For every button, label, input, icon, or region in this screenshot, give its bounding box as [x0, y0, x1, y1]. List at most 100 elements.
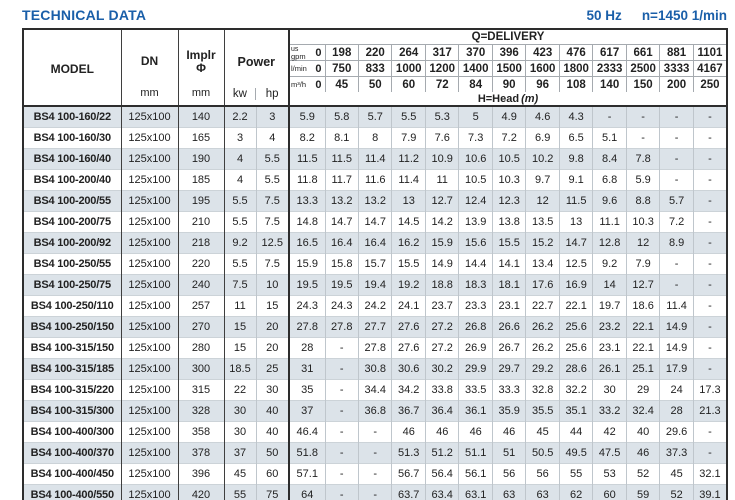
head-cell: 56 [525, 463, 560, 485]
head-cell: 63.4 [425, 484, 460, 500]
head-cell: 52 [659, 484, 694, 500]
impeller-diameter-symbol: Φ [196, 60, 206, 75]
head-cell: 13.8 [492, 211, 527, 233]
unit-zero-value: 0 [315, 78, 322, 91]
head-cell: 14.2 [425, 211, 460, 233]
page-title: TECHNICAL DATA [22, 7, 147, 23]
head-cell: 64 [289, 484, 326, 500]
head-cell: - [325, 421, 360, 443]
head-cell: 23.2 [592, 316, 627, 338]
hp-cell: 40 [256, 421, 291, 443]
head-cell: 19.4 [358, 274, 393, 296]
delivery-unit-label-cell: m³/h 0 [289, 76, 326, 92]
head-cell: 19.5 [325, 274, 360, 296]
head-cell: 8.9 [659, 232, 694, 254]
head-cell: - [626, 105, 661, 128]
table-row: BS4 100-315/220 125x100 315 22 30 35-34.4 34.2… [23, 379, 727, 401]
head-cell: 63 [492, 484, 527, 500]
delivery-value: 198 [325, 44, 360, 61]
kw-cell: 55 [224, 484, 257, 500]
head-cell: 13 [391, 190, 426, 212]
head-cell: 10.3 [626, 211, 661, 233]
impeller-cell: 140 [178, 105, 225, 128]
head-cell: 51.2 [425, 442, 460, 464]
kw-cell: 5.5 [224, 253, 257, 275]
head-cell: - [693, 148, 727, 170]
head-cell: 13.2 [358, 190, 393, 212]
head-cell: 27.6 [391, 337, 426, 359]
head-cell: - [325, 379, 360, 401]
impeller-cell: 218 [178, 232, 225, 254]
hp-cell: 5.5 [256, 169, 291, 191]
operating-conditions: 50 Hz n=1450 1/min [587, 8, 727, 23]
dn-cell: 125x100 [121, 211, 179, 233]
head-cell: 26.9 [458, 337, 493, 359]
head-cell: 12.3 [492, 190, 527, 212]
delivery-value: 1101 [693, 44, 727, 61]
model-cell: BS4 100-400/450 [23, 463, 122, 485]
head-cell: 26.2 [525, 337, 560, 359]
model-cell: BS4 100-250/110 [23, 295, 122, 317]
hp-cell: 60 [256, 463, 291, 485]
head-cell: 63 [525, 484, 560, 500]
table-header: MODEL DN mm Implr Φ mm Powe [23, 29, 727, 107]
head-cell: 12.7 [425, 190, 460, 212]
power-units: kw hp [225, 88, 289, 103]
hp-cell: 20 [256, 337, 291, 359]
head-cell: - [693, 105, 727, 128]
head-cell: - [659, 253, 694, 275]
head-cell: 33.8 [425, 379, 460, 401]
head-cell: 10.6 [458, 148, 493, 170]
table-row: BS4 100-250/150 125x100 270 15 20 27.8 27.8 27.… [23, 316, 727, 338]
head-cell: 22.7 [525, 295, 560, 317]
impeller-header-label: Implr [186, 47, 216, 62]
head-cell: 32.1 [693, 463, 727, 485]
head-cell: 33.3 [492, 379, 527, 401]
dn-cell: 125x100 [121, 442, 179, 464]
head-cell: 7.2 [492, 127, 527, 149]
head-cell: 11.4 [358, 148, 393, 170]
head-cell: 51.3 [391, 442, 426, 464]
head-cell: 13.9 [458, 211, 493, 233]
head-cell: 5.9 [626, 169, 661, 191]
head-cell: 27.6 [391, 316, 426, 338]
delivery-unit-label-cell: l/min 0 [289, 60, 326, 77]
head-cell: - [693, 211, 727, 233]
hp-cell: 7.5 [256, 211, 291, 233]
kw-cell: 22 [224, 379, 257, 401]
head-cell: 13.5 [525, 211, 560, 233]
hp-cell: 15 [256, 295, 291, 317]
head-cell: 30 [592, 379, 627, 401]
head-cell: 29.2 [525, 358, 560, 380]
head-cell: 10.2 [525, 148, 560, 170]
table-row: BS4 100-200/55 125x100 195 5.5 7.5 13.3 13.2 13… [23, 190, 727, 212]
head-cell: 30.6 [391, 358, 426, 380]
head-cell: 56 [492, 463, 527, 485]
model-cell: BS4 100-250/55 [23, 253, 122, 275]
dn-cell: 125x100 [121, 274, 179, 296]
power-header-label: Power [237, 54, 276, 69]
head-cell: 16.4 [325, 232, 360, 254]
impeller-cell: 190 [178, 148, 225, 170]
speed-label: n=1450 1/min [641, 8, 727, 23]
dn-cell: 125x100 [121, 232, 179, 254]
delivery-value: 45 [325, 76, 360, 92]
head-cell: 5.7 [358, 105, 393, 128]
head-cell: - [693, 295, 727, 317]
delivery-value: 617 [592, 44, 627, 61]
head-cell: 45 [525, 421, 560, 443]
head-cell: - [693, 253, 727, 275]
model-cell: BS4 100-250/75 [23, 274, 122, 296]
delivery-value: 661 [626, 44, 661, 61]
head-cell: - [693, 190, 727, 212]
head-cell: 25.1 [626, 358, 661, 380]
hp-cell: 75 [256, 484, 291, 500]
head-cell: - [325, 463, 360, 485]
head-cell: 7.8 [626, 148, 661, 170]
head-cell: 26.1 [592, 358, 627, 380]
kw-cell: 15 [224, 337, 257, 359]
kw-cell: 30 [224, 400, 257, 422]
head-cell: 5.1 [592, 127, 627, 149]
head-cell: 27.8 [358, 337, 393, 359]
head-cell: 27.8 [289, 316, 326, 338]
